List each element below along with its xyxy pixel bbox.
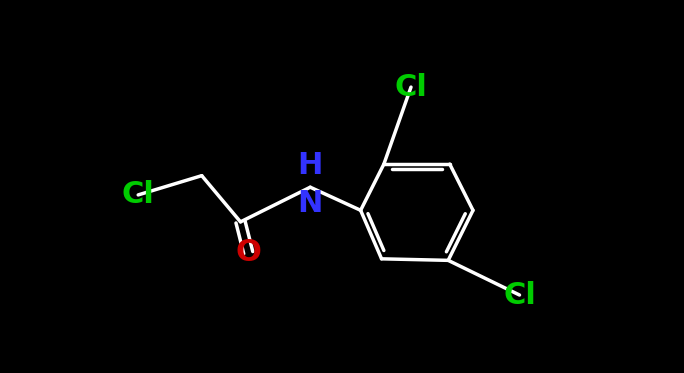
Text: Cl: Cl	[122, 181, 155, 209]
Text: Cl: Cl	[395, 73, 428, 101]
Text: N: N	[298, 189, 323, 218]
Text: Cl: Cl	[503, 280, 536, 310]
Text: O: O	[235, 238, 261, 267]
Text: H: H	[298, 151, 323, 179]
